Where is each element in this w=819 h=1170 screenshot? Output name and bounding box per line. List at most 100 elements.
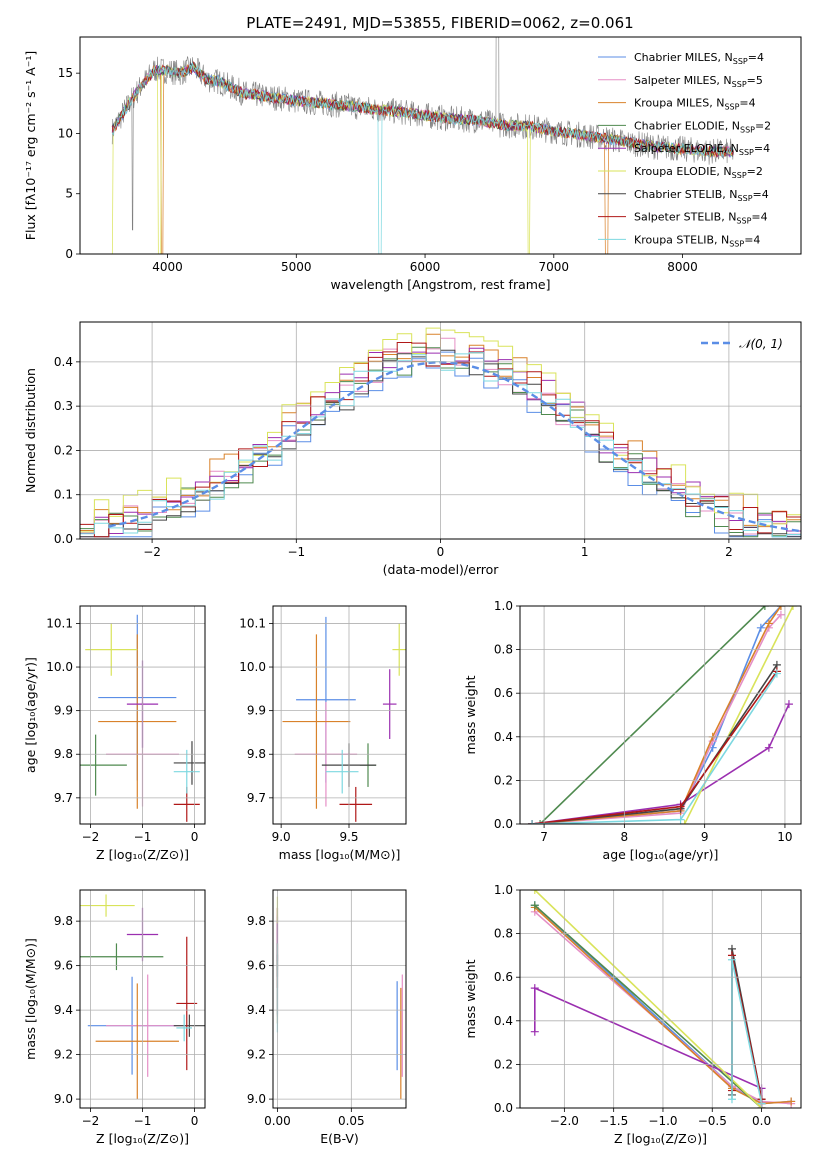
spectrum-legend-label: Kroupa STELIB, NSSP=4 xyxy=(634,233,760,248)
weight-marker xyxy=(536,820,545,824)
spectrum-xlabel: wavelength [Angstrom, rest frame] xyxy=(330,277,550,292)
residual-histogram-xtick-label: −2 xyxy=(143,545,161,559)
mass-vs-EBV-panel: 0.00 0.05 9.0 9.2 9.4 9.6 9.8 E(B-V) xyxy=(247,889,407,1146)
weight-line-salpeter-elodie xyxy=(531,703,790,824)
mass-weight-vs-age-ytick-label: 0.4 xyxy=(494,730,513,744)
mass-vs-Z-plot-area xyxy=(80,894,205,1100)
age-vs-mass-ytick-label: 9.8 xyxy=(247,747,266,761)
mass-weight-vs-age-xtick-label: 7 xyxy=(540,830,548,844)
residual-histogram-ytick-label: 0.2 xyxy=(54,443,73,457)
mass-vs-Z-ytick-label: 9.8 xyxy=(54,914,73,928)
mass-weight-vs-age-ytick-label: 0.0 xyxy=(494,817,513,831)
age-vs-Z-ytick-label: 9.9 xyxy=(54,704,73,718)
weight-marker xyxy=(787,1097,796,1106)
mass-weight-vs-Z-xtick-label: −2.0 xyxy=(550,1114,579,1128)
mass-weight-vs-age-ylabel: mass weight xyxy=(463,675,478,754)
mass-vs-EBV-ytick-label: 9.4 xyxy=(247,1003,266,1017)
weight-marker xyxy=(784,700,793,709)
figure-title: PLATE=2491, MJD=53855, FIBERID=0062, z=0… xyxy=(246,14,633,32)
residual-histogram-panel: −2 −1 0 1 2 0.0 0.1 0.2 0.3 0.4 (data-model)/error… xyxy=(23,321,802,577)
mass-vs-Z-ytick-label: 9.0 xyxy=(54,1092,73,1106)
weight-line-salpeter-stelib xyxy=(531,670,778,824)
residual-histogram-ytick-label: 0.3 xyxy=(54,399,73,413)
age-vs-mass-ytick-label: 9.7 xyxy=(247,791,266,805)
mass-weight-vs-Z-ytick-label: 0.0 xyxy=(494,1101,513,1115)
mass-vs-Z-ylabel: mass [log₁₀(M/M⊙)] xyxy=(23,938,38,1060)
mass-weight-vs-age-xtick-label: 10 xyxy=(777,830,792,844)
mass-vs-EBV-xlabel: E(B-V) xyxy=(320,1131,359,1146)
weight-line-kroupa-stelib xyxy=(531,673,778,824)
mass-vs-Z-xlabel: Z [log₁₀(Z/Z⊙)] xyxy=(96,1131,189,1146)
spectrum-ytick-label: 0 xyxy=(65,247,73,261)
mass-vs-EBV-ytick-label: 9.8 xyxy=(247,914,266,928)
spectrum-legend-label: Chabrier ELODIE, NSSP=2 xyxy=(634,119,771,134)
mass-weight-vs-age-ytick-label: 0.8 xyxy=(494,643,513,657)
mass-weight-vs-age-ytick-label: 1.0 xyxy=(494,599,513,613)
mass-vs-EBV-ytick-label: 9.0 xyxy=(247,1092,266,1106)
spectrum-xtick-label: 7000 xyxy=(539,260,570,274)
spectrum-model-kroupa-stelib xyxy=(111,62,734,254)
age-vs-Z-frame xyxy=(79,605,206,825)
spectrum-xtick-label: 4000 xyxy=(152,260,183,274)
spectrum-panel: 4000 5000 6000 7000 8000 0 5 10 15 wavelength [An… xyxy=(23,36,802,292)
weight-marker xyxy=(676,815,685,824)
age-vs-Z-xlabel: Z [log₁₀(Z/Z⊙)] xyxy=(96,847,189,862)
mass-weight-vs-age-ytick-label: 0.2 xyxy=(494,773,513,787)
age-vs-Z-ylabel: age [log₁₀(age/yr)] xyxy=(23,657,38,773)
spectrum-ytick-label: 15 xyxy=(58,66,73,80)
age-vs-Z-xtick-label: 0 xyxy=(191,830,199,844)
age-vs-mass-ytick-label: 10.1 xyxy=(239,616,266,630)
spectrum-ytick-label: 5 xyxy=(65,187,73,201)
weight-marker xyxy=(772,669,781,678)
age-vs-Z-ytick-label: 9.8 xyxy=(54,747,73,761)
weight-marker xyxy=(530,901,539,910)
weight-marker xyxy=(530,1027,539,1036)
spectrum-plot-area xyxy=(111,37,735,254)
spectrum-xtick-label: 6000 xyxy=(410,260,441,274)
weight-line-chabrier-elodie xyxy=(534,904,763,1108)
weight-line-kroupa-elodie xyxy=(683,606,794,824)
residual-histogram-xtick-label: 2 xyxy=(725,545,733,559)
spectrum-ylabel: Flux [fλ10⁻¹⁷ erg cm⁻² s⁻¹ A⁻¹] xyxy=(23,51,38,240)
weight-marker xyxy=(528,820,537,824)
weight-marker xyxy=(727,1095,736,1104)
spectrum-frame xyxy=(79,36,802,255)
mass-weight-vs-age-xtick-label: 8 xyxy=(621,830,629,844)
age-vs-mass-ytick-label: 9.9 xyxy=(247,704,266,718)
age-vs-mass-ytick-label: 10.0 xyxy=(239,660,266,674)
spectrum-legend-label: Chabrier STELIB, NSSP=4 xyxy=(634,188,769,203)
age-vs-mass-frame xyxy=(272,605,407,825)
mass-weight-vs-Z-plot-area xyxy=(530,890,796,1108)
residual-histogram-frame xyxy=(79,321,802,540)
residual-histogram-ytick-label: 0.4 xyxy=(54,355,73,369)
mass-vs-Z-ytick-label: 9.4 xyxy=(54,1003,73,1017)
weight-marker xyxy=(676,802,685,811)
weight-marker xyxy=(776,610,785,619)
age-vs-Z-ytick-label: 10.0 xyxy=(46,660,73,674)
residual-histogram-xtick-label: −1 xyxy=(287,545,305,559)
mass-vs-EBV-xtick-label: 0.00 xyxy=(264,1114,291,1128)
age-vs-Z-ytick-label: 9.7 xyxy=(54,791,73,805)
spectrum-legend-label: Salpeter ELODIE, NSSP=4 xyxy=(634,142,770,157)
mass-vs-EBV-ytick-label: 9.2 xyxy=(247,1048,266,1062)
weight-marker xyxy=(760,606,769,610)
mass-weight-vs-Z-xlabel: Z [log₁₀(Z/Z⊙)] xyxy=(614,1131,707,1146)
mass-weight-vs-Z-xtick-label: −1.5 xyxy=(599,1114,628,1128)
weight-marker xyxy=(764,743,773,752)
mass-weight-vs-Z-xtick-label: −1.0 xyxy=(648,1114,677,1128)
mass-weight-vs-age-frame xyxy=(519,605,802,825)
mass-weight-vs-Z-ytick-label: 0.8 xyxy=(494,927,513,941)
spectrum-legend-label: Kroupa MILES, NSSP=4 xyxy=(634,97,756,112)
age-vs-Z-ytick-label: 10.1 xyxy=(46,616,73,630)
mass-vs-Z-xtick-label: 0 xyxy=(191,1114,199,1128)
residual-histogram-xtick-label: 1 xyxy=(581,545,589,559)
age-vs-mass-xtick-label: 9.0 xyxy=(272,830,291,844)
weight-marker xyxy=(756,623,765,632)
mass-weight-vs-Z-ytick-label: 0.6 xyxy=(494,970,513,984)
spectrum-legend-label: Salpeter MILES, NSSP=5 xyxy=(634,74,763,89)
mass-weight-vs-age-panel: 7 8 9 10 0.0 0.2 0.4 0.6 0.8 1.0 age [log₁₀(age/yr… xyxy=(463,599,802,862)
weight-marker xyxy=(776,606,785,610)
spectrum-legend-label: Salpeter STELIB, NSSP=4 xyxy=(634,211,768,226)
age-vs-mass-plot-area xyxy=(282,616,406,822)
